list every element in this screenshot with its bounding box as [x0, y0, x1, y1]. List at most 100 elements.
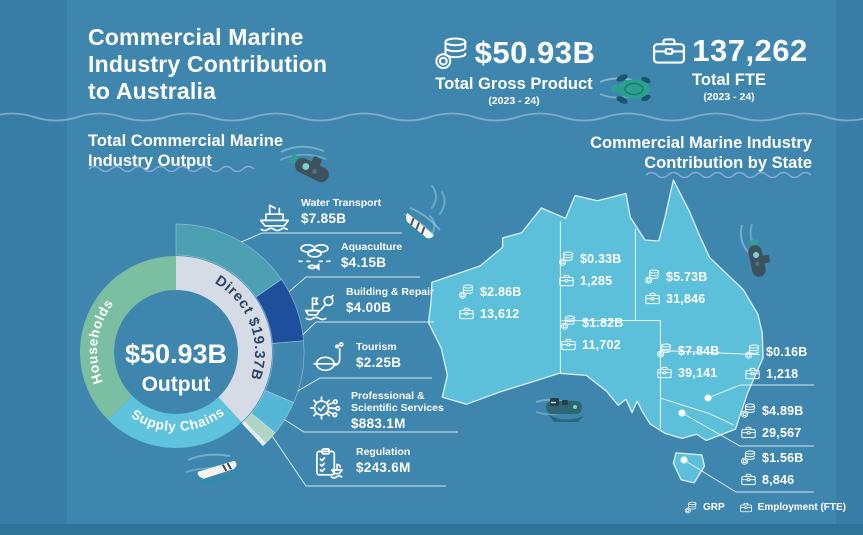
gross-product-period: (2023 - 24) — [488, 95, 540, 107]
qld-fte: 31,846 — [666, 291, 706, 306]
nt-fte: 1,285 — [580, 273, 613, 288]
state-label-vic: $4.89B 29,567 — [740, 402, 804, 441]
fte-value: 137,262 — [692, 33, 808, 68]
qld-grp: $5.73B — [666, 269, 708, 284]
item-water-transport: Water Transport $7.85B — [256, 197, 381, 233]
map-legend: GRP Employment (FTE) — [684, 500, 846, 515]
act-map-dot — [704, 394, 712, 402]
nsw-grp: $7.84B — [678, 343, 720, 358]
state-label-qld: $5.73B 31,846 — [644, 268, 708, 307]
fte-label: Total FTE — [692, 71, 766, 89]
gross-product-label: Total Gross Product — [435, 75, 593, 93]
coins-icon — [684, 500, 698, 515]
left-margin-strip — [0, 0, 67, 535]
seaweed-swirl-illustration — [429, 185, 446, 235]
legend-fte-label: Employment (FTE) — [757, 502, 847, 513]
briefcase-icon — [744, 365, 761, 382]
state-label-wa: $2.86B 13,612 — [458, 283, 522, 322]
left-section-title: Total Commercial Marine Industry Output — [88, 132, 283, 170]
tas-map-dot — [680, 456, 688, 464]
state-border-qld-nsw — [660, 351, 759, 355]
item-label: Professional & Scientific Services — [351, 390, 444, 414]
submarine-illustration — [279, 145, 329, 183]
stat-gross-product: $50.93B Total Gross Product (2023 - 24) — [428, 33, 600, 107]
coins-icon — [458, 283, 475, 300]
briefcase-icon — [650, 33, 688, 69]
coins-icon — [740, 402, 757, 419]
coins-icon — [656, 342, 673, 359]
coins-icon — [433, 33, 471, 73]
mainland-outline — [428, 180, 763, 440]
diving-submarine-illustration — [739, 223, 770, 277]
segment-supply-chains — [108, 395, 242, 449]
coins-icon — [558, 250, 575, 267]
bottom-margin-strip — [0, 524, 863, 535]
item-value: $883.1M — [351, 416, 406, 431]
sa-grp: $1.82B — [582, 315, 624, 330]
sa-fte: 11,702 — [582, 337, 621, 352]
tas-grp: $1.56B — [762, 450, 804, 465]
wa-grp: $2.86B — [480, 284, 522, 299]
fte-period: (2023 - 24) — [703, 91, 755, 103]
briefcase-icon — [740, 424, 757, 441]
nsw-fte: 39,141 — [678, 365, 718, 380]
briefcase-icon — [739, 500, 753, 515]
act-fte: 1,218 — [766, 366, 799, 381]
ship-icon — [256, 197, 293, 233]
item-regulation: Regulation $243.6M — [311, 446, 411, 482]
briefcase-icon — [560, 336, 577, 353]
right-title-wave — [645, 171, 812, 178]
item-label: Water Transport — [301, 197, 382, 209]
item-tourism: Tourism $2.25B — [311, 341, 401, 377]
item-value: $243.6M — [356, 460, 411, 475]
state-label-nsw: $7.84B 39,141 — [656, 342, 720, 381]
nt-grp: $0.33B — [580, 251, 622, 266]
briefcase-icon — [656, 364, 673, 381]
stat-total-fte: 137,262 Total FTE (2023 - 24) — [645, 33, 813, 103]
dark-ship-illustration — [535, 398, 584, 422]
act-grp: $0.16B — [766, 344, 808, 359]
australia-map — [425, 178, 770, 488]
tas-fte: 8,846 — [762, 472, 795, 487]
gear-icon — [306, 390, 343, 426]
item-value: $4.15B — [341, 255, 387, 270]
state-label-tas: $1.56B 8,846 — [740, 449, 804, 488]
briefcase-icon — [644, 290, 661, 307]
clipboard-icon — [311, 446, 348, 482]
vic-fte: 29,567 — [762, 425, 802, 440]
item-value: $7.85B — [301, 211, 347, 226]
speedboat-illustration — [185, 453, 239, 486]
briefcase-icon — [458, 305, 475, 322]
wave-divider — [0, 112, 863, 122]
item-label: Building & Repair — [346, 286, 435, 298]
donut-center-label: Output — [142, 373, 211, 396]
legend-grp-label: GRP — [703, 502, 725, 513]
state-border-nsw-vic — [660, 398, 733, 425]
segment-direct — [176, 256, 273, 423]
output-donut-chart: Households Supply Chains Direct $19.37B … — [79, 223, 305, 449]
coins-icon — [744, 343, 761, 360]
left-title-wave — [88, 165, 255, 172]
item-label: Regulation — [356, 446, 411, 458]
briefcase-icon — [740, 471, 757, 488]
vic-map-dot — [678, 409, 686, 417]
coins-icon — [644, 268, 661, 285]
coins-icon — [560, 314, 577, 331]
item-aquaculture: Aquaculture $4.15B — [296, 241, 402, 273]
snorkel-icon — [311, 341, 348, 377]
item-value: $2.25B — [356, 355, 402, 370]
wa-fte: 13,612 — [480, 306, 520, 321]
coins-icon — [740, 449, 757, 466]
right-margin-strip — [836, 0, 863, 535]
item-value: $4.00B — [346, 300, 392, 315]
segment-regulation — [241, 420, 267, 447]
state-label-sa: $1.82B 11,702 — [560, 314, 624, 353]
item-label: Tourism — [356, 341, 397, 353]
right-section-title: Commercial Marine Industry Contribution … — [590, 134, 812, 172]
state-label-act: $0.16B 1,218 — [744, 343, 808, 382]
gross-product-value: $50.93B — [474, 35, 596, 70]
boat-wrench-icon — [301, 286, 338, 322]
vic-grp: $4.89B — [762, 403, 804, 418]
page-title: Commercial Marine Industry Contribution … — [88, 24, 328, 104]
